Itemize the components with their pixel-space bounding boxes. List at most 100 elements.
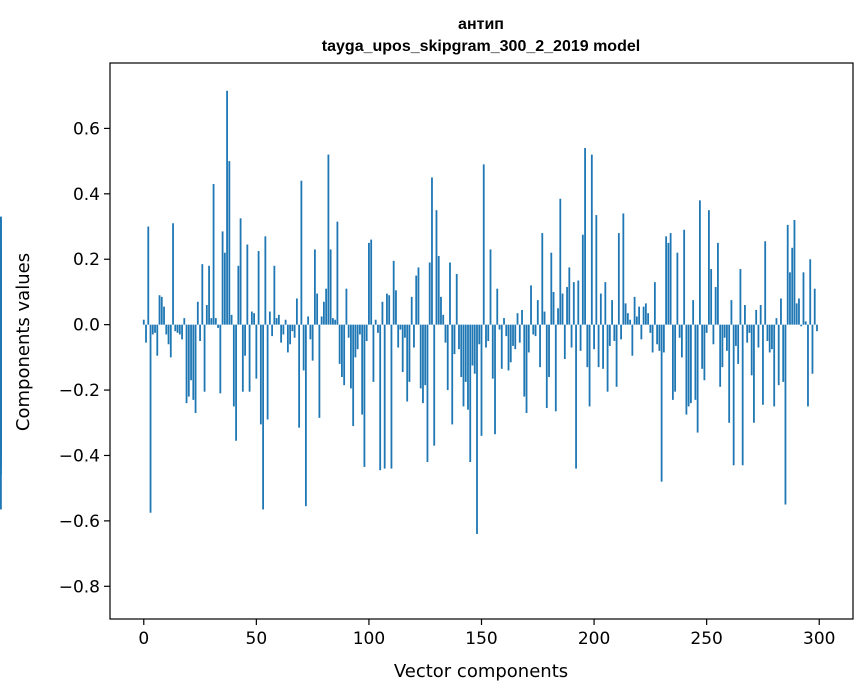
x-tick-label: 250 <box>690 629 722 649</box>
bar <box>226 90 228 325</box>
bar <box>489 249 492 325</box>
bar <box>410 296 413 325</box>
x-axis-ticks: 0 50 100 150 200 250 300 <box>138 619 835 649</box>
bar <box>813 288 816 325</box>
bar <box>334 319 337 325</box>
bar <box>586 324 589 368</box>
bar <box>318 324 321 418</box>
bar <box>476 324 478 534</box>
bar <box>593 324 595 350</box>
bar <box>689 324 692 404</box>
bar <box>480 324 483 436</box>
bar <box>460 324 463 377</box>
bar <box>167 324 170 345</box>
bar <box>147 226 150 325</box>
bar <box>214 318 217 325</box>
bar <box>388 295 391 325</box>
bar <box>647 313 650 325</box>
bar <box>192 324 195 400</box>
bar <box>219 324 222 394</box>
bar <box>543 311 546 325</box>
bar <box>807 324 809 407</box>
bar <box>451 324 454 425</box>
bar <box>629 319 631 325</box>
bar <box>676 252 679 325</box>
bar <box>482 164 485 325</box>
bar <box>266 324 269 420</box>
y-axis-label: Components values <box>13 253 34 431</box>
bar <box>298 324 301 428</box>
bar <box>631 324 634 356</box>
bar <box>732 324 735 466</box>
bar <box>786 224 789 325</box>
bar <box>762 324 764 405</box>
bar <box>552 291 555 325</box>
bar <box>253 313 255 325</box>
bar <box>386 293 388 325</box>
bar <box>584 148 586 325</box>
bar <box>726 324 728 351</box>
bar <box>277 314 280 325</box>
bar <box>417 267 420 325</box>
bar <box>759 305 762 325</box>
bar <box>541 233 544 325</box>
bar <box>680 324 683 358</box>
bar <box>572 282 575 325</box>
bar <box>498 324 501 330</box>
bar <box>397 324 400 348</box>
bar <box>530 285 532 325</box>
bar <box>802 272 805 325</box>
bar <box>347 324 350 338</box>
bar <box>545 324 548 409</box>
bar <box>597 324 600 368</box>
bar <box>237 265 240 325</box>
bar <box>178 324 181 335</box>
bar <box>286 324 289 353</box>
bar <box>455 273 458 325</box>
chart-subtitle: tayga_upos_skipgram_300_2_2019 model <box>322 38 640 55</box>
bar <box>0 246 2 325</box>
bar <box>739 269 742 325</box>
bar <box>685 324 688 415</box>
bar <box>377 324 379 333</box>
bar <box>674 324 677 392</box>
bar <box>507 324 510 371</box>
bar <box>570 324 573 348</box>
bar <box>559 198 562 325</box>
bar <box>271 324 274 337</box>
bar <box>345 288 348 325</box>
bar <box>428 262 431 325</box>
bar <box>527 324 530 353</box>
bar <box>777 324 780 386</box>
bar <box>284 319 287 325</box>
bar <box>370 239 373 325</box>
bar <box>424 324 427 386</box>
bar <box>735 324 737 346</box>
bar <box>473 324 476 374</box>
bar <box>744 305 746 325</box>
bar <box>620 324 622 340</box>
bar <box>604 282 607 325</box>
bar <box>336 221 339 325</box>
y-tick-label: 0.6 <box>73 119 100 139</box>
bar <box>575 324 577 469</box>
bar <box>426 324 429 463</box>
chart-title: антип <box>458 16 504 33</box>
bar <box>235 324 237 441</box>
bar <box>325 288 328 325</box>
bar <box>437 255 440 325</box>
bar <box>399 324 402 330</box>
bar <box>196 301 199 325</box>
bar <box>764 241 767 325</box>
bar <box>268 311 271 325</box>
bar <box>341 324 343 377</box>
bar <box>683 229 686 325</box>
bar <box>642 306 645 325</box>
bar <box>208 265 210 325</box>
x-tick-label: 150 <box>465 629 497 649</box>
bar <box>185 324 188 404</box>
bar <box>273 265 276 325</box>
bar <box>289 324 292 345</box>
bar <box>350 324 352 389</box>
bar <box>523 324 526 397</box>
